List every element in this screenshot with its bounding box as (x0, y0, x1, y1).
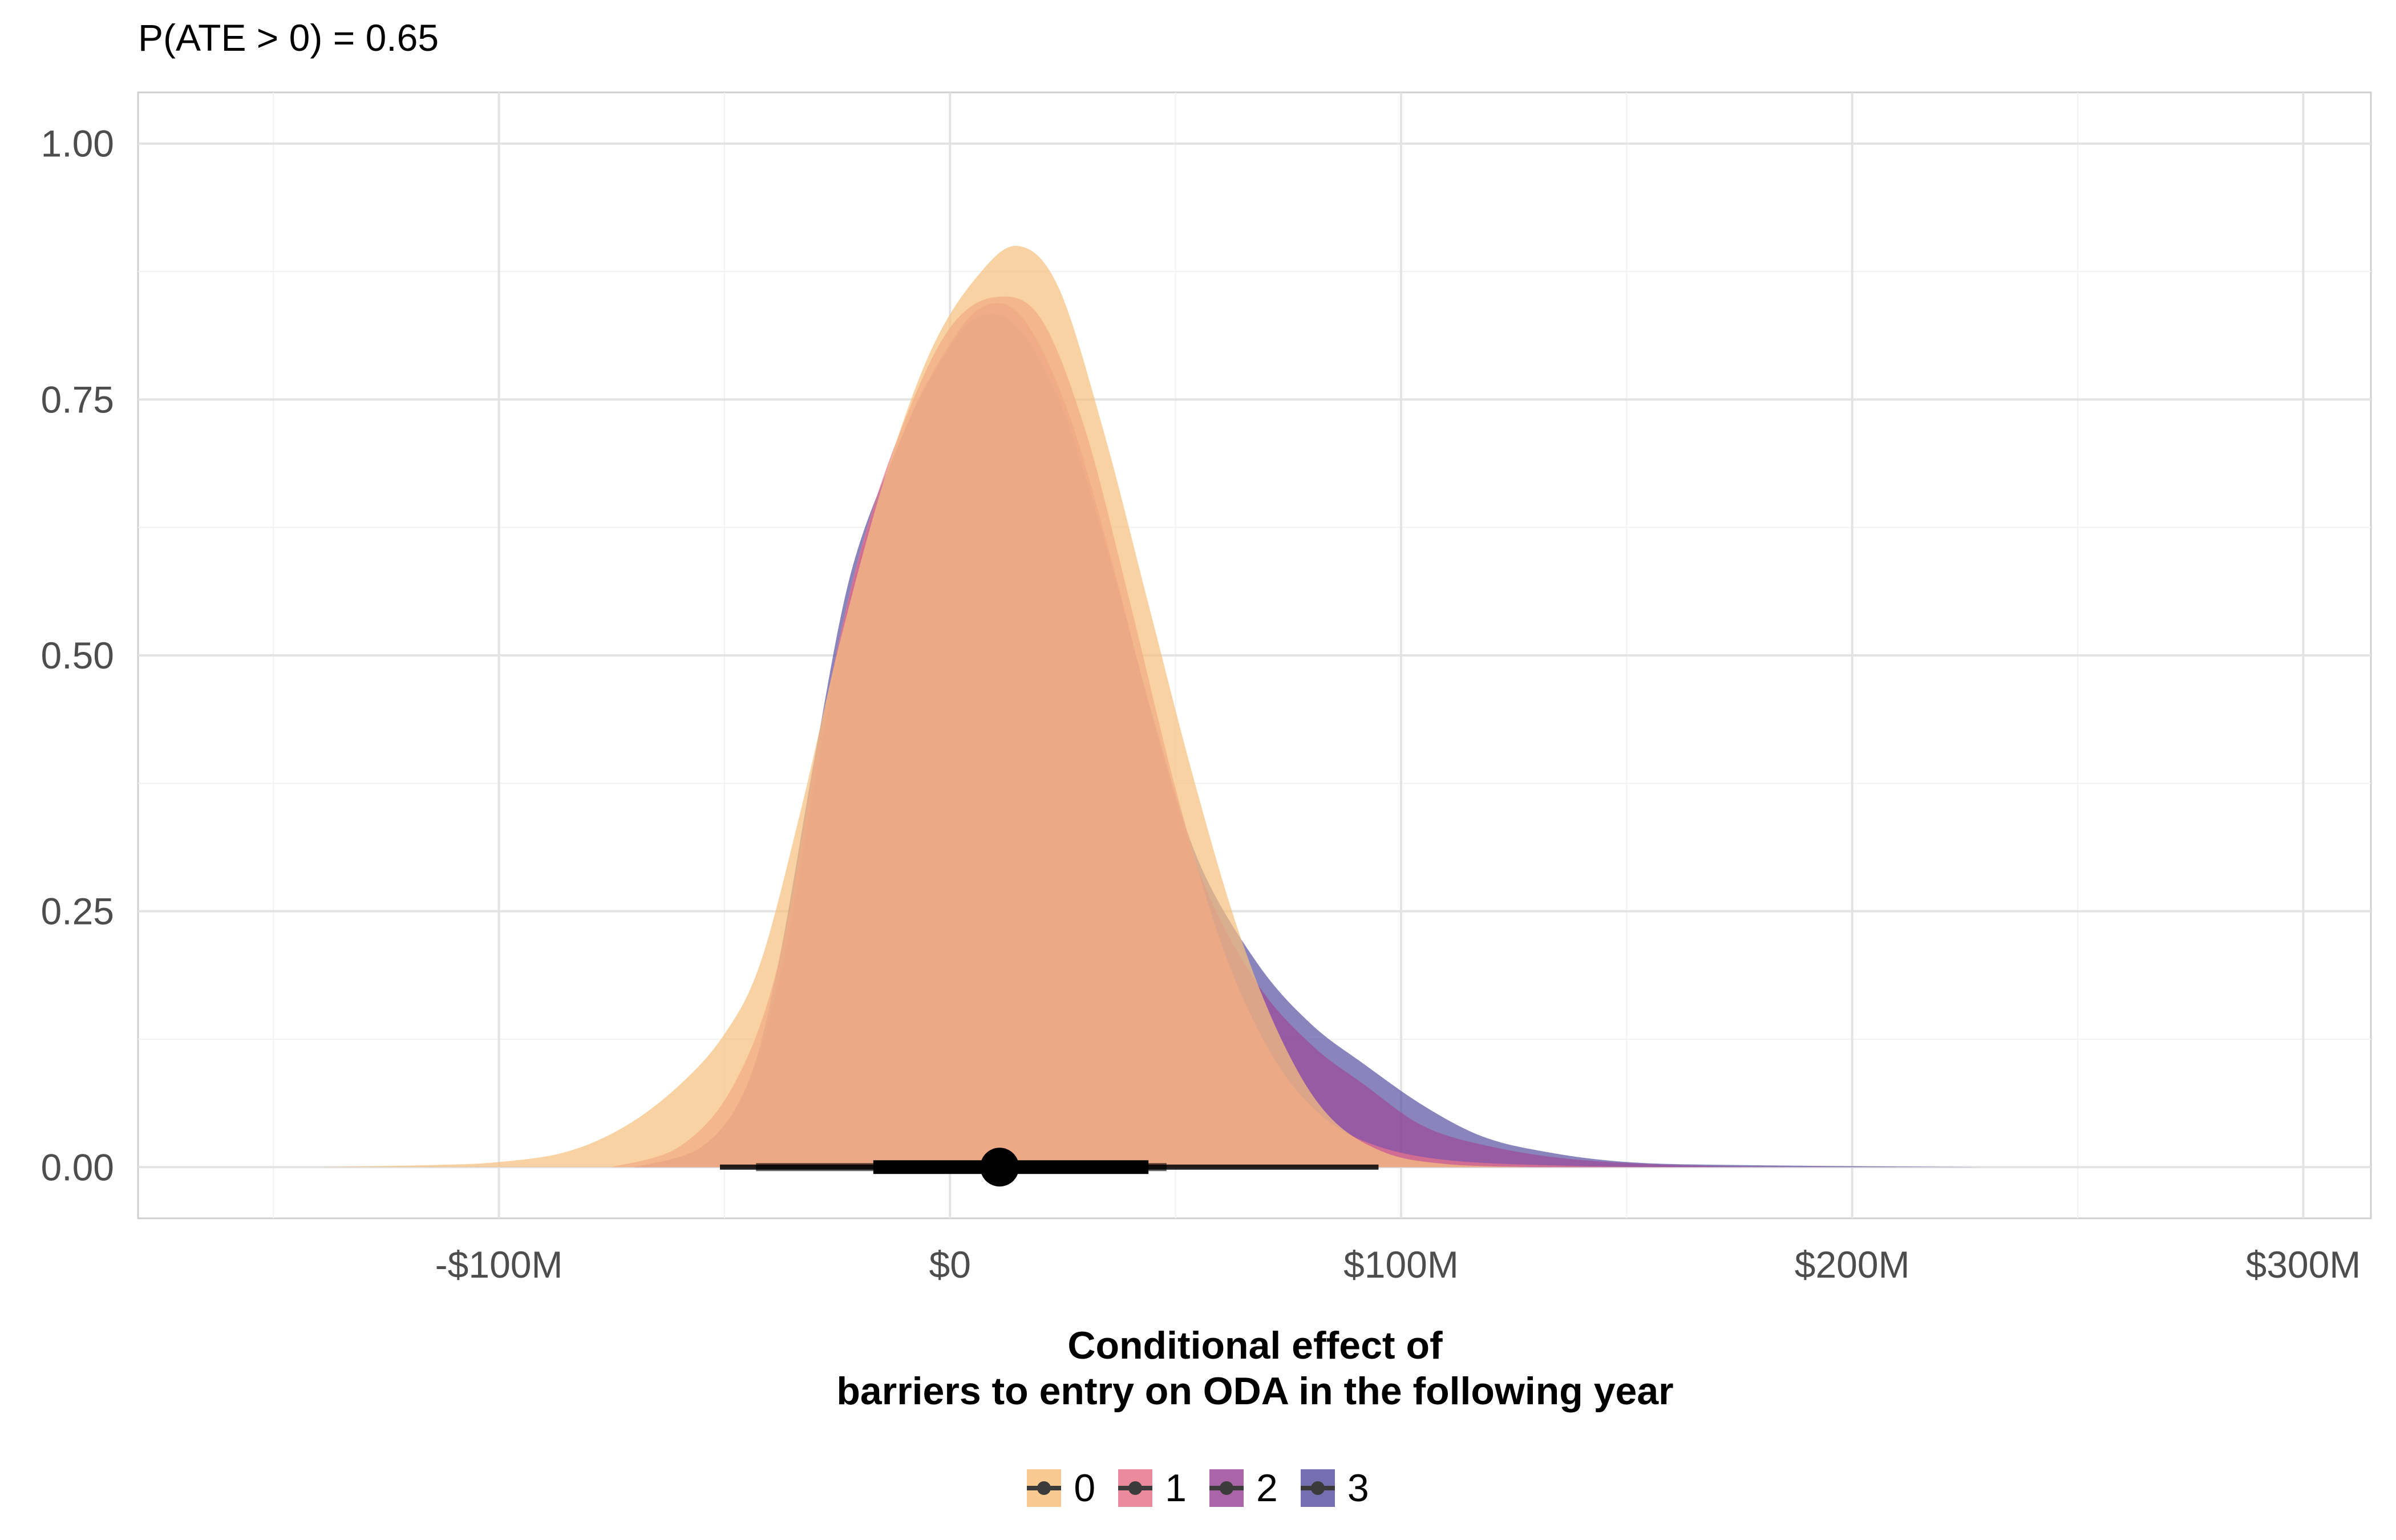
interval-point (980, 1148, 1019, 1187)
legend-item-3: 3 (1300, 1466, 1369, 1510)
x-axis-title: Conditional effect of barriers to entry … (570, 1323, 1940, 1414)
chart-subtitle: P(ATE > 0) = 0.65 (138, 17, 439, 59)
density-areas (318, 245, 1988, 1168)
legend-item-2: 2 (1209, 1466, 1278, 1510)
x-tick-label: $0 (929, 1243, 971, 1286)
x-axis-title-line-2: barriers to entry on ODA in the followin… (836, 1369, 1674, 1413)
legend-item-1: 1 (1118, 1466, 1187, 1510)
grid-lines (138, 92, 2371, 1218)
legend-item-0: 0 (1027, 1466, 1095, 1510)
x-axis-title-line-1: Conditional effect of (1067, 1324, 1443, 1367)
legend-key-swatch (1209, 1469, 1244, 1507)
legend-label: 1 (1165, 1466, 1187, 1510)
legend-key-swatch (1027, 1469, 1062, 1507)
x-tick-label: $300M (2245, 1243, 2361, 1286)
y-tick-label: 0.25 (41, 890, 114, 933)
x-tick-label: $100M (1343, 1243, 1459, 1286)
x-axis-ticks: -$100M $0 $100M $200M $300M (435, 1243, 2361, 1286)
x-tick-label: $200M (1795, 1243, 1910, 1286)
density-area-series-0 (318, 245, 1537, 1168)
point-interval (720, 1148, 1379, 1187)
y-tick-label: 0.50 (41, 634, 114, 676)
legend-key-swatch (1300, 1469, 1335, 1507)
legend-label: 2 (1256, 1466, 1278, 1510)
legend: 0 1 2 3 (0, 1466, 2396, 1510)
y-tick-label: 1.00 (41, 123, 114, 165)
legend-label: 3 (1347, 1466, 1369, 1510)
y-tick-label: 0.00 (41, 1146, 114, 1188)
legend-key-swatch (1118, 1469, 1153, 1507)
y-axis-ticks: 0.00 0.25 0.50 0.75 1.00 (41, 123, 114, 1189)
legend-label: 0 (1074, 1466, 1096, 1510)
x-tick-label: -$100M (435, 1243, 563, 1286)
y-tick-label: 0.75 (41, 378, 114, 420)
